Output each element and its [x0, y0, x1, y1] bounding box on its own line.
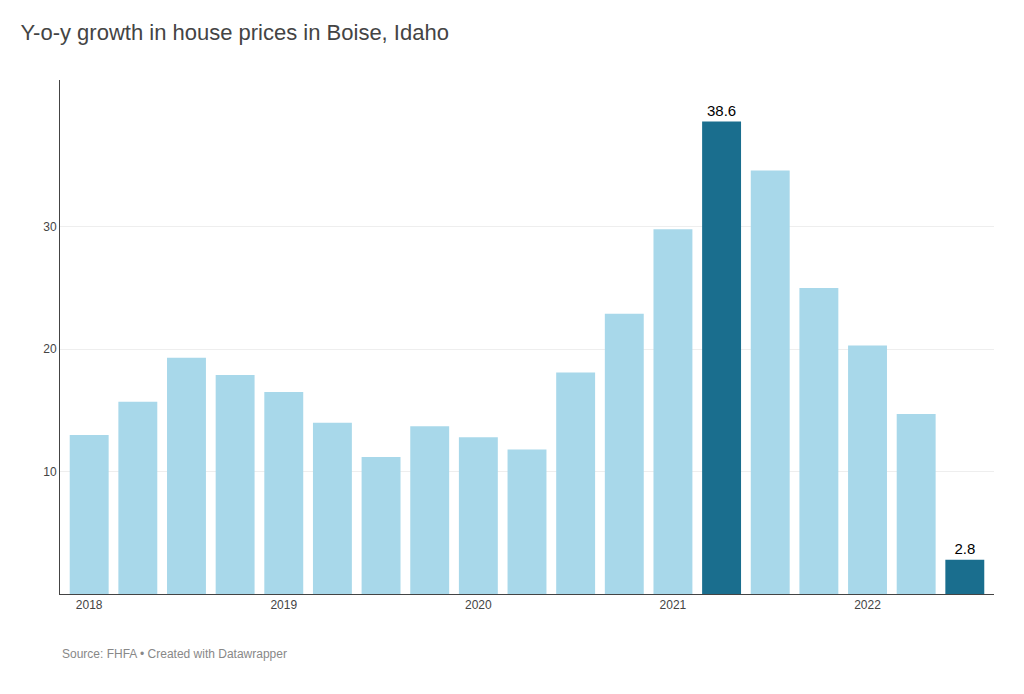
svg-text:2021: 2021	[660, 598, 687, 612]
svg-text:30: 30	[43, 220, 57, 234]
svg-text:2.8: 2.8	[954, 540, 975, 557]
svg-text:38.6: 38.6	[707, 102, 736, 119]
svg-text:2019: 2019	[270, 598, 297, 612]
svg-text:2022: 2022	[854, 598, 881, 612]
svg-text:Y-o-y growth in house prices i: Y-o-y growth in house prices in Boise, I…	[20, 20, 448, 45]
svg-text:20: 20	[43, 342, 57, 356]
svg-text:10: 10	[43, 465, 57, 479]
svg-text:2020: 2020	[465, 598, 492, 612]
svg-text:Source: FHFA • Created with Da: Source: FHFA • Created with Datawrapper	[62, 647, 287, 661]
svg-text:2018: 2018	[76, 598, 103, 612]
